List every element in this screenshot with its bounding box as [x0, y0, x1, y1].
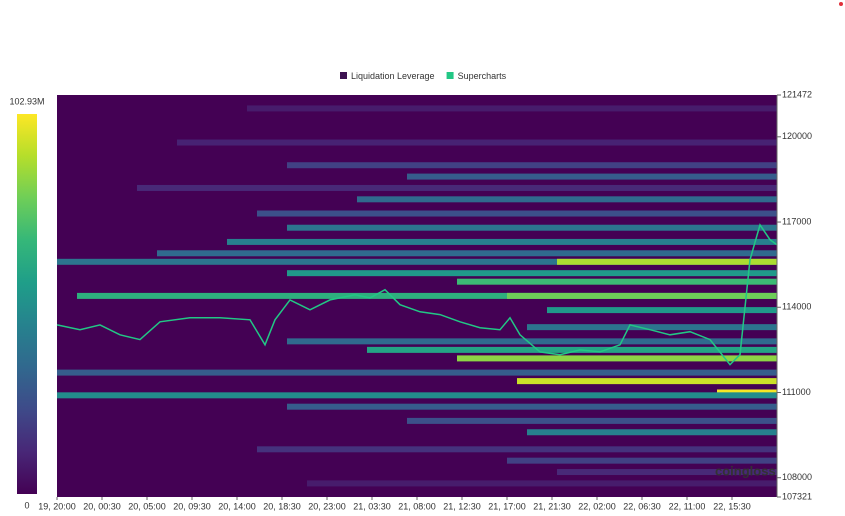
x-tick-label: 22, 02:00	[578, 501, 616, 511]
y-tick-label: 107321	[782, 491, 812, 501]
y-tick-label: 111000	[782, 387, 811, 397]
heatmap-band	[407, 417, 777, 424]
heatmap-band	[257, 446, 777, 453]
heatmap-band	[287, 224, 777, 231]
heatmap-band	[367, 346, 777, 353]
y-tick-label: 117000	[782, 216, 811, 226]
x-tick-label: 21, 03:30	[353, 501, 391, 511]
price-line	[56, 223, 778, 366]
heatmap-band	[77, 292, 777, 299]
x-tick-label: 20, 23:00	[308, 501, 346, 511]
x-tick-label: 21, 21:30	[533, 501, 571, 511]
heatmap-band	[357, 196, 777, 203]
colorbar-tick-label: 102.93M	[9, 96, 44, 106]
x-tick-label: 20, 09:30	[173, 501, 211, 511]
heatmap-band	[257, 210, 777, 217]
x-tick-label: 21, 12:30	[443, 501, 481, 511]
y-tick-label: 121472	[782, 89, 812, 99]
heatmap-band	[177, 139, 777, 146]
x-tick-label: 21, 17:00	[488, 501, 526, 511]
heatmap-band	[557, 258, 777, 265]
x-tick-label: 22, 15:30	[713, 501, 751, 511]
status-dot	[839, 2, 843, 6]
legend-label: Supercharts	[458, 71, 507, 81]
heatmap-band	[507, 457, 777, 464]
heatmap-band	[287, 162, 777, 169]
heatmap-band	[457, 355, 777, 362]
heatmap-band	[507, 292, 777, 299]
x-tick-label: 20, 18:30	[263, 501, 301, 511]
heatmap-band	[57, 258, 777, 265]
heatmap-band	[287, 338, 777, 345]
heatmap-band	[557, 469, 777, 476]
y-tick-label: 114000	[782, 302, 811, 312]
watermark: coingloss	[715, 463, 776, 478]
x-tick-label: 22, 11:00	[669, 501, 706, 511]
x-tick-label: 20, 14:00	[218, 501, 256, 511]
x-tick-label: 20, 05:00	[128, 501, 166, 511]
x-tick-label: 19, 20:00	[38, 501, 76, 511]
heatmap-band	[247, 105, 777, 112]
heatmap-band	[57, 369, 777, 376]
x-tick-label: 22, 06:30	[623, 501, 661, 511]
y-tick-label: 120000	[782, 131, 812, 141]
colorbar	[17, 114, 37, 494]
heatmap-band	[407, 173, 777, 180]
x-tick-label: 20, 00:30	[83, 501, 121, 511]
heatmap-band	[527, 324, 777, 331]
legend-swatch	[340, 72, 347, 79]
heatmap-band	[137, 184, 777, 191]
heatmap-band	[457, 278, 777, 285]
heatmap-band	[227, 238, 777, 245]
heatmap-band	[527, 429, 777, 436]
heatmap-band	[307, 480, 777, 487]
legend-swatch	[446, 72, 454, 79]
legend-label: Liquidation Leverage	[351, 71, 435, 81]
heatmap-band	[57, 392, 777, 399]
heatmap-band	[287, 403, 777, 410]
x-tick-label: 21, 08:00	[398, 501, 436, 511]
heatmap-band	[547, 307, 777, 314]
colorbar-tick-label: 0	[24, 500, 29, 510]
y-tick-label: 108000	[782, 472, 812, 482]
heatmap-band	[517, 378, 777, 385]
heatmap-band	[157, 250, 777, 257]
legend: Liquidation Leverage Supercharts	[340, 71, 507, 81]
heatmap-band	[287, 270, 777, 277]
